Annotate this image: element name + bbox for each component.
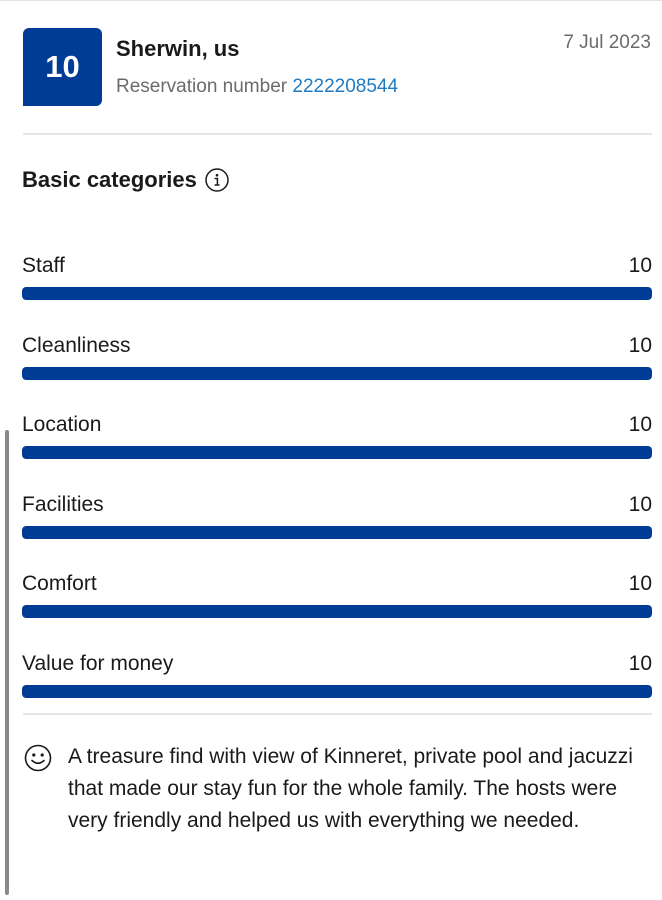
review-date: 7 Jul 2023 — [563, 32, 651, 53]
category-label: Facilities — [22, 493, 104, 516]
category-score: 10 — [628, 254, 652, 277]
category-label: Location — [22, 413, 102, 436]
smile-icon — [24, 744, 52, 772]
reservation-number-link[interactable]: 2222208544 — [292, 76, 399, 97]
category-score: 10 — [628, 572, 652, 595]
score-bar — [22, 287, 652, 300]
score-bar-fill — [22, 287, 652, 300]
reviewer-name: Sherwin, us — [116, 36, 240, 61]
category-label: Comfort — [22, 572, 97, 595]
score-bar-fill — [22, 526, 652, 539]
category-label: Cleanliness — [22, 334, 131, 357]
category-score: 10 — [628, 493, 652, 516]
score-bar — [22, 446, 652, 459]
score-bar — [22, 605, 652, 618]
category-score: 10 — [628, 413, 652, 436]
review-score-badge: 10 — [23, 28, 102, 106]
score-bar-fill — [22, 367, 652, 380]
score-bar — [22, 685, 652, 698]
reservation-label: Reservation number — [116, 76, 288, 97]
header-divider — [23, 133, 652, 135]
score-bar — [22, 367, 652, 380]
score-bar-fill — [22, 446, 652, 459]
info-icon[interactable] — [205, 168, 229, 192]
score-bar — [22, 526, 652, 539]
score-bar-fill — [22, 605, 652, 618]
score-bar-fill — [22, 685, 652, 698]
category-label: Staff — [22, 254, 65, 277]
reservation-info: Reservation number 2222208544 — [116, 76, 398, 98]
categories-divider — [23, 713, 652, 715]
top-divider — [0, 0, 662, 1]
section-title: Basic categories — [22, 167, 197, 192]
review-comment: A treasure find with view of Kinneret, p… — [68, 745, 633, 832]
category-label: Value for money — [22, 652, 174, 675]
section-header: Basic categories — [22, 167, 229, 193]
category-score: 10 — [628, 334, 652, 357]
scrollbar[interactable] — [5, 430, 9, 895]
category-score: 10 — [628, 652, 652, 675]
